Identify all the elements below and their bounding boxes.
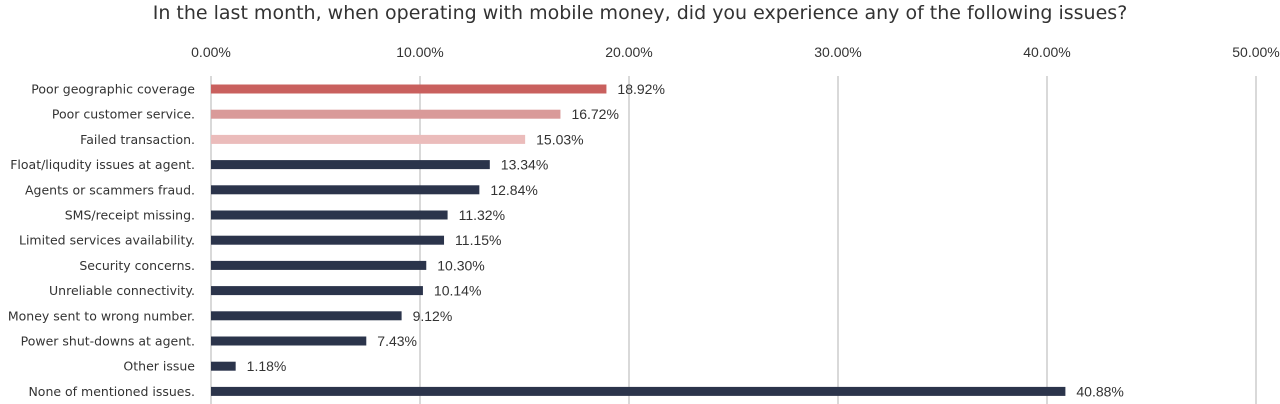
bar [211,210,448,220]
data-label: 40.88% [1076,383,1123,399]
data-labels: 18.92% 16.72% 15.03% 13.34% 12.84% 11.32% 11.1… [247,81,1124,399]
bars [211,84,1066,396]
data-label: 18.92% [617,81,664,97]
bar [211,134,526,144]
category-label: Security concerns. [79,258,195,273]
bar [211,260,427,270]
x-tick-label: 30.00% [814,44,861,60]
bar [211,235,445,245]
bar [211,160,490,170]
data-label: 11.32% [459,207,505,223]
data-label: 16.72% [571,106,618,122]
data-label: 1.18% [247,358,287,374]
category-labels: Poor geographic coverage Poor customer se… [8,82,195,399]
category-label: SMS/receipt missing. [65,208,195,223]
bar [211,386,1066,396]
x-tick-label: 10.00% [396,44,443,60]
bar [211,336,367,346]
bar [211,109,561,119]
category-label: Unreliable connectivity. [49,283,195,298]
category-label: Float/liqudity issues at agent. [10,157,195,172]
category-label: Money sent to wrong number. [8,308,195,323]
category-label: Other issue [123,359,195,374]
data-label: 15.03% [536,131,583,147]
category-label: None of mentioned issues. [28,384,195,399]
bar [211,361,236,371]
category-label: Failed transaction. [80,132,195,147]
category-label: Poor geographic coverage [31,82,195,97]
gridlines [210,76,1257,404]
category-label: Limited services availability. [19,233,195,248]
category-label: Power shut-downs at agent. [21,334,195,349]
data-label: 10.30% [437,257,484,273]
bar [211,311,402,321]
data-label: 7.43% [377,333,417,349]
x-tick-label: 50.00% [1232,44,1279,60]
x-axis-ticks: 0.00% 10.00% 20.00% 30.00% 40.00% 50.00% [191,44,1280,60]
bar [211,185,480,195]
data-label: 11.15% [455,232,501,248]
x-tick-label: 0.00% [191,44,231,60]
x-tick-label: 40.00% [1023,44,1070,60]
x-tick-label: 20.00% [605,44,652,60]
category-label: Poor customer service. [52,107,195,122]
data-label: 12.84% [490,182,537,198]
chart-title: In the last month, when operating with m… [153,2,1128,24]
data-label: 9.12% [413,308,453,324]
data-label: 10.14% [434,283,481,299]
data-label: 13.34% [501,157,548,173]
category-label: Agents or scammers fraud. [25,182,195,197]
bar [211,286,423,296]
bar [211,84,607,94]
